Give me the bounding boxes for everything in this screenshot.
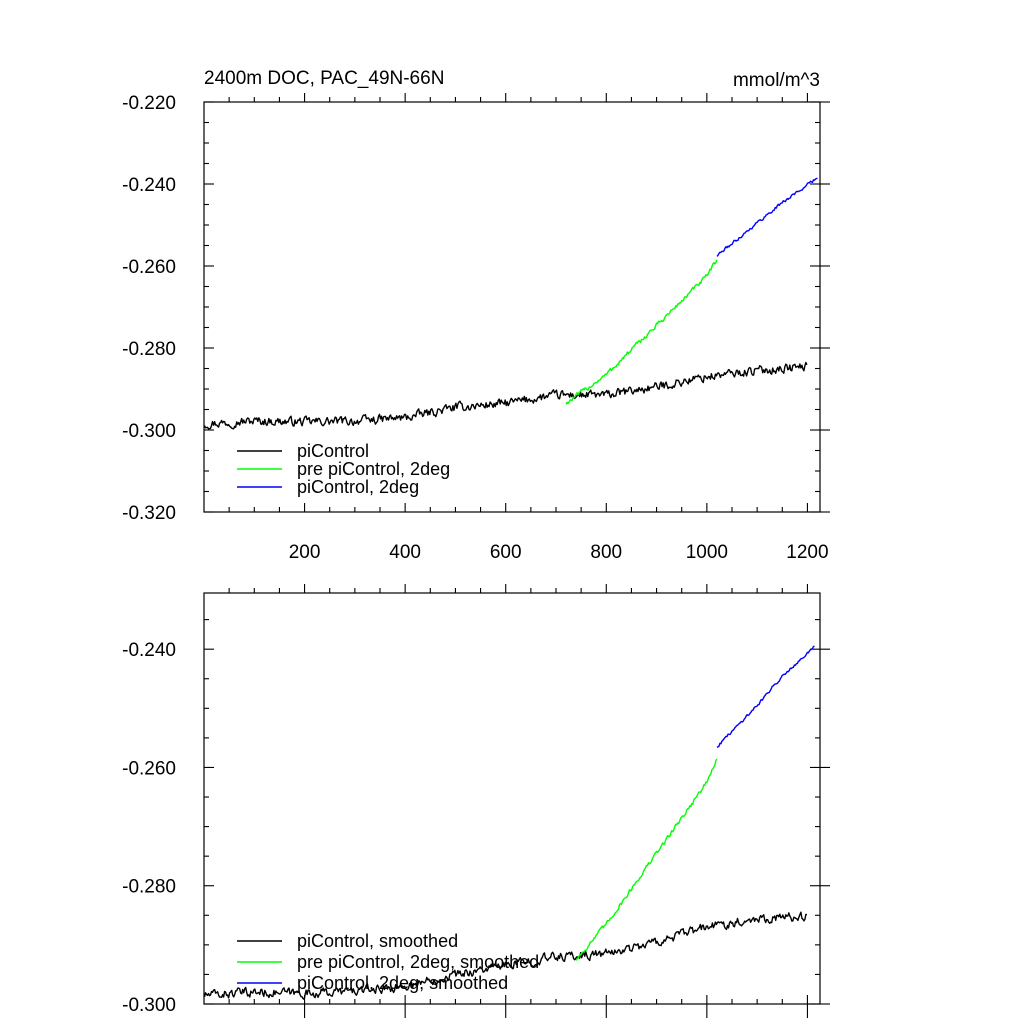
legend-label: piControl: [297, 441, 369, 461]
bottom-panel-ticks: -0.300 -0.280 -0.260 -0.240: [122, 584, 830, 1018]
series-line-piControl: [203, 911, 808, 1000]
top-panel-series: [203, 177, 818, 430]
bottom-panel: -0.300 -0.280 -0.260 -0.240 piControl, smoo…: [122, 584, 830, 1018]
y-tick-label: -0.280: [122, 877, 176, 898]
legend-label: piControl, 2deg, smoothed: [297, 973, 508, 993]
series-line-piControl_2deg: [716, 645, 815, 748]
y-tick-label: -0.260: [122, 758, 176, 779]
x-tick-label: 200: [289, 542, 321, 563]
x-tick-label: 600: [490, 542, 522, 563]
legend-label: pre piControl, 2deg, smoothed: [297, 952, 539, 972]
y-tick-label: -0.220: [122, 93, 176, 114]
legend-label: pre piControl, 2deg: [297, 459, 450, 479]
y-tick-label: -0.320: [122, 503, 176, 524]
top-panel-units: mmol/m^3: [733, 70, 820, 91]
y-tick-label: -0.240: [122, 175, 176, 196]
y-tick-label: -0.300: [122, 995, 176, 1016]
y-tick-label: -0.280: [122, 339, 176, 360]
series-line-pre_piControl_2deg: [575, 758, 718, 961]
x-tick-label: 1200: [786, 542, 828, 563]
x-tick-label: 1000: [686, 542, 728, 563]
legend-label: piControl, 2deg: [297, 477, 419, 497]
y-tick-label: -0.260: [122, 257, 176, 278]
bottom-panel-series: [203, 645, 815, 1000]
x-tick-label: 400: [389, 542, 421, 563]
bottom-panel-frame: [203, 592, 821, 1005]
legend-label: piControl, smoothed: [297, 931, 458, 951]
series-line-piControl: [203, 361, 808, 430]
top-panel-title: 2400m DOC, PAC_49N-66N: [204, 68, 444, 89]
series-line-pre_piControl_2deg: [565, 259, 718, 405]
series-line-piControl_2deg: [716, 177, 818, 257]
x-tick-label: 800: [590, 542, 622, 563]
y-tick-label: -0.240: [122, 640, 176, 661]
top-panel: 2400m DOC, PAC_49N-66N mmol/m^3 200 400 60…: [122, 68, 830, 563]
y-tick-label: -0.300: [122, 421, 176, 442]
top-panel-ticks: 200 400 600 800 1000 1200 -0.320 -0.300 -0.280 -0…: [122, 93, 830, 563]
